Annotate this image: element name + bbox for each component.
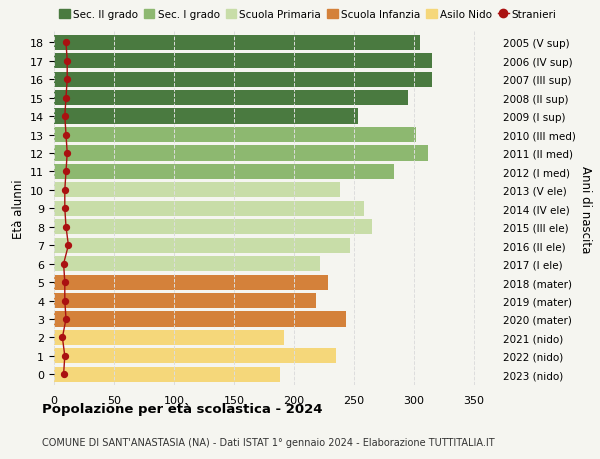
Bar [54, 73, 432, 88]
Bar [54, 275, 328, 290]
Point [62, 58, 72, 65]
Bar [54, 183, 340, 198]
Point [58, 334, 67, 341]
Point [60, 279, 70, 286]
Bar [54, 91, 408, 106]
Point [61, 316, 71, 323]
Y-axis label: Anni di nascita: Anni di nascita [580, 165, 592, 252]
Point [61, 224, 71, 231]
Bar [54, 238, 350, 253]
Point [61, 39, 71, 47]
Point [60, 205, 70, 213]
Bar [54, 109, 358, 124]
Bar [54, 146, 428, 161]
Point [62, 76, 72, 84]
Point [61, 95, 71, 102]
Legend: Sec. II grado, Sec. I grado, Scuola Primaria, Scuola Infanzia, Asilo Nido, Stran: Sec. II grado, Sec. I grado, Scuola Prim… [59, 10, 557, 20]
Point [60, 187, 70, 194]
Bar [54, 348, 336, 364]
Bar [54, 293, 316, 308]
Bar [54, 312, 346, 327]
Bar [54, 367, 280, 382]
Bar [54, 128, 416, 143]
Bar [54, 330, 284, 345]
Point [61, 168, 71, 176]
Y-axis label: Età alunni: Età alunni [11, 179, 25, 239]
Bar [54, 257, 320, 272]
Point [60, 297, 70, 305]
Point [59, 371, 68, 378]
Text: COMUNE DI SANT'ANASTASIA (NA) - Dati ISTAT 1° gennaio 2024 - Elaborazione TUTTIT: COMUNE DI SANT'ANASTASIA (NA) - Dati IST… [42, 437, 494, 448]
Text: Popolazione per età scolastica - 2024: Popolazione per età scolastica - 2024 [42, 403, 323, 415]
Point [64, 242, 73, 249]
Point [60, 113, 70, 120]
Bar [54, 220, 372, 235]
Point [60, 353, 70, 360]
Point [62, 150, 72, 157]
Bar [54, 202, 364, 216]
Point [59, 260, 68, 268]
Bar [54, 164, 394, 179]
Bar [54, 36, 420, 51]
Bar [54, 54, 432, 69]
Point [61, 132, 71, 139]
